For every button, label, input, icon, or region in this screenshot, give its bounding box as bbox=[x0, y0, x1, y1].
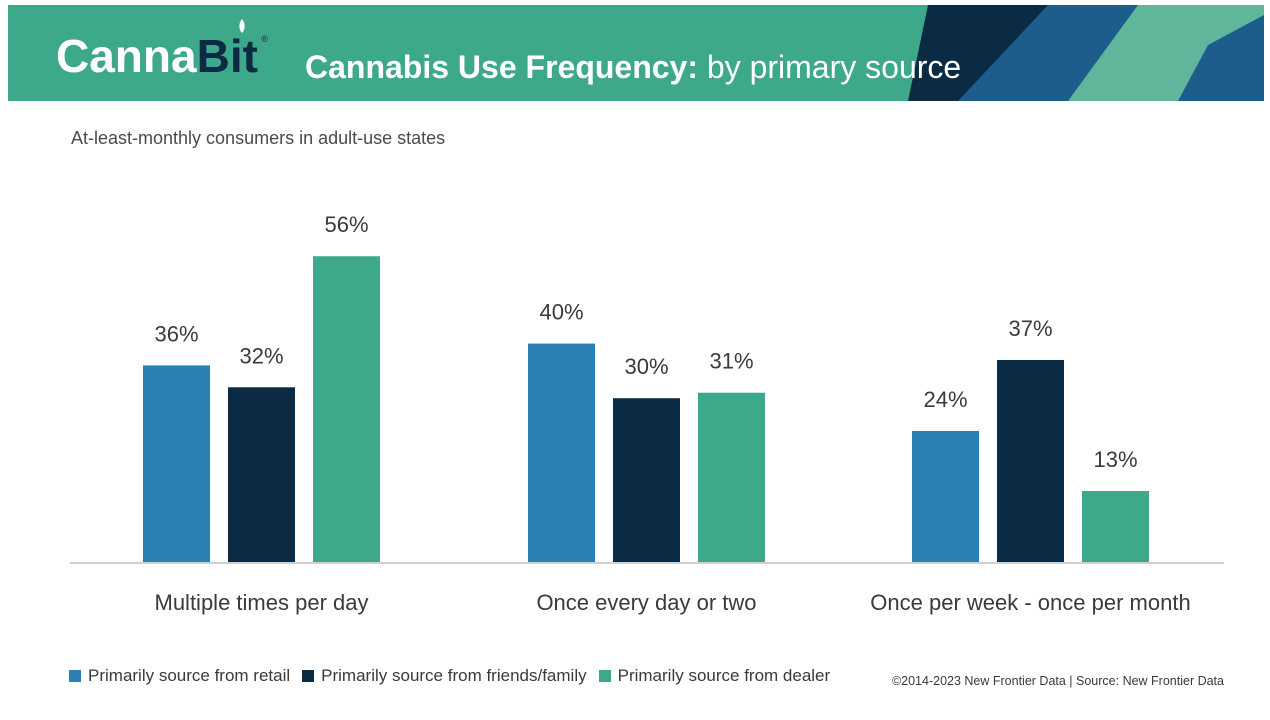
data-label: 32% bbox=[239, 343, 283, 368]
chart-legend: Primarily source from retail Primarily s… bbox=[69, 666, 842, 686]
category-label: Once every day or two bbox=[536, 590, 756, 615]
data-label: 37% bbox=[1008, 316, 1052, 341]
bar bbox=[143, 365, 210, 562]
bar bbox=[228, 387, 295, 562]
legend-item-dealer: Primarily source from dealer bbox=[598, 666, 831, 686]
source-credit: ©2014-2023 New Frontier Data | Source: N… bbox=[891, 674, 1224, 688]
category-label: Once per week - once per month bbox=[870, 590, 1190, 615]
title-rest: by primary source bbox=[698, 49, 962, 85]
legend-swatch-retail bbox=[69, 670, 81, 682]
bar bbox=[997, 359, 1064, 562]
legend-label-retail: Primarily source from retail bbox=[88, 666, 291, 685]
bar bbox=[313, 256, 380, 562]
legend-label-friends: Primarily source from friends/family bbox=[321, 666, 587, 685]
bar bbox=[613, 398, 680, 562]
bar bbox=[698, 392, 765, 562]
bar-chart: 36% 32% 56% Multiple times per day 40% 30% 31%… bbox=[70, 212, 1224, 615]
data-label: 24% bbox=[923, 387, 967, 412]
legend-swatch-friends bbox=[302, 670, 315, 682]
logo-registered-mark: ® bbox=[261, 34, 268, 44]
cannabit-logo: CannaBit ® bbox=[56, 30, 268, 82]
logo-text-bit: Bit bbox=[196, 30, 258, 82]
title-bold: Cannabis Use Frequency: bbox=[305, 49, 698, 85]
bar bbox=[912, 430, 979, 562]
bar bbox=[1082, 491, 1149, 562]
page-title: Cannabis Use Frequency: by primary sourc… bbox=[305, 49, 961, 86]
banner-decoration bbox=[908, 5, 1264, 101]
data-label: 31% bbox=[709, 349, 753, 374]
category-label: Multiple times per day bbox=[155, 590, 369, 615]
data-label: 40% bbox=[539, 300, 583, 325]
data-label: 30% bbox=[624, 354, 668, 379]
legend-item-retail: Primarily source from retail bbox=[69, 666, 290, 686]
data-label: 36% bbox=[154, 321, 198, 346]
leaf-icon bbox=[239, 19, 245, 33]
bar bbox=[528, 343, 595, 562]
legend-swatch-dealer bbox=[598, 670, 611, 682]
data-label: 13% bbox=[1093, 447, 1137, 472]
data-label: 56% bbox=[324, 212, 368, 237]
logo-text-canna: Canna bbox=[56, 30, 197, 82]
legend-item-friends: Primarily source from friends/family bbox=[302, 666, 587, 686]
header-banner: CannaBit ® Cannabis Use Frequency: by pri… bbox=[8, 5, 1264, 101]
legend-label-dealer: Primarily source from dealer bbox=[617, 666, 831, 685]
chart-subtitle: At-least-monthly consumers in adult-use … bbox=[71, 128, 446, 148]
